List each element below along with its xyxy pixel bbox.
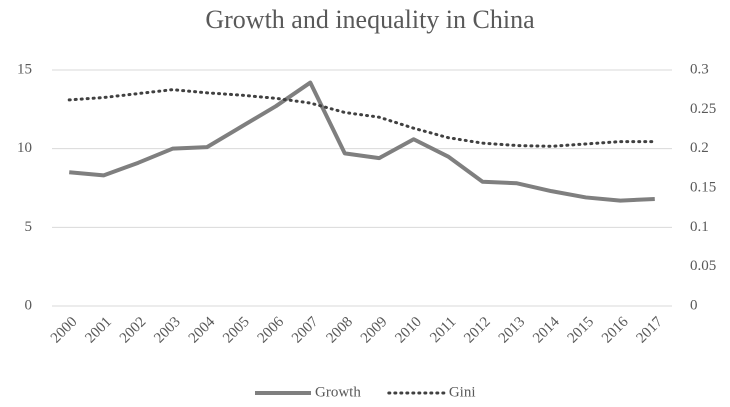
y2-tick-label: 0.2 [690, 140, 709, 156]
x-tick-label: 2008 [324, 314, 357, 347]
x-tick-label: 2011 [427, 314, 459, 346]
x-tick-label: 2009 [358, 314, 391, 347]
x-tick-label: 2014 [530, 314, 563, 347]
x-tick-label: 2010 [392, 314, 425, 347]
x-tick-label: 2007 [289, 314, 322, 347]
y-tick-label: 15 [17, 61, 32, 77]
x-tick-label: 2006 [255, 314, 288, 347]
x-tick-label: 2013 [496, 314, 529, 347]
y2-tick-label: 0.15 [690, 179, 716, 195]
y2-tick-label: 0 [690, 297, 698, 313]
legend-label: Growth [315, 384, 361, 400]
y2-tick-label: 0.25 [690, 101, 716, 117]
x-tick-label: 2000 [48, 314, 81, 347]
y-tick-label: 0 [25, 297, 33, 313]
y2-tick-label: 0.05 [690, 258, 716, 274]
x-tick-label: 2005 [220, 314, 253, 347]
series-line [69, 80, 655, 203]
x-tick-label: 2001 [82, 314, 115, 347]
x-tick-label: 2015 [565, 314, 598, 347]
x-tick-label: 2003 [151, 314, 184, 347]
y2-tick-label: 0.3 [690, 61, 709, 77]
y2-tick-label: 0.1 [690, 219, 709, 235]
x-tick-label: 2012 [461, 314, 494, 347]
y-tick-label: 5 [25, 219, 33, 235]
x-tick-label: 2017 [634, 314, 667, 347]
legend-label: Gini [449, 384, 476, 400]
series-line [67, 88, 657, 148]
x-tick-label: 2002 [117, 314, 150, 347]
x-tick-label: 2016 [599, 314, 632, 347]
chart-title: Growth and inequality in China [205, 5, 535, 34]
y-tick-label: 10 [17, 140, 32, 156]
x-tick-label: 2004 [186, 314, 219, 347]
